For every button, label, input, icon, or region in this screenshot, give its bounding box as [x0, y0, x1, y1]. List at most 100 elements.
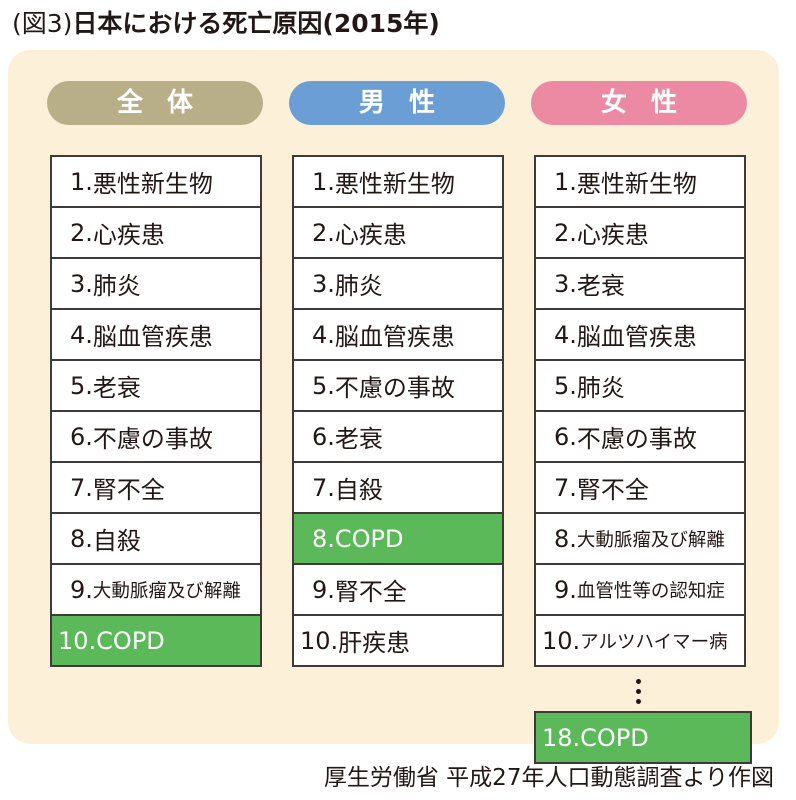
cause-label: 不慮の事故: [334, 374, 455, 402]
rank-number: 10.: [542, 626, 581, 655]
rank-number: 7.: [554, 473, 577, 502]
list-item: 1. 悪性新生物: [536, 157, 744, 206]
cause-label: 心疾患: [92, 221, 165, 249]
chart-panel: 全体 1. 悪性新生物 2. 心疾患 3. 肺炎 4. 脳血管疾患 5. 老衰 6. 不慮の…: [8, 50, 779, 764]
list-item-copd: 10. COPD: [52, 614, 260, 665]
rank-number: 8.: [554, 524, 577, 553]
cause-label: 肝疾患: [338, 629, 411, 657]
cause-label: 肺炎: [92, 272, 141, 300]
cause-label: 脳血管疾患: [92, 323, 213, 351]
list-item: 3. 老衰: [536, 257, 744, 308]
rank-number: 5.: [70, 371, 93, 400]
rank-number: 1.: [554, 167, 577, 196]
rank-number: 7.: [312, 473, 335, 502]
list-item: 2. 心疾患: [294, 206, 502, 257]
rank-number: 7.: [70, 473, 93, 502]
list-item: 9. 大動脈瘤及び解離: [52, 563, 260, 614]
list-item: 6. 不慮の事故: [536, 410, 744, 461]
cause-label: 悪性新生物: [576, 170, 697, 198]
cause-label: 腎不全: [576, 476, 649, 504]
rank-number: 9.: [312, 575, 335, 604]
rank-number: 8.: [312, 524, 335, 553]
cause-label: 悪性新生物: [92, 170, 213, 198]
rank-number: 3.: [70, 269, 93, 298]
cause-label: 自殺: [92, 527, 141, 555]
list-item: 5. 不慮の事故: [294, 359, 502, 410]
rank-number: 1.: [312, 167, 335, 196]
list-item: 1. 悪性新生物: [52, 157, 260, 206]
list-item: 3. 肺炎: [294, 257, 502, 308]
cause-label: 肺炎: [334, 272, 383, 300]
list-item: 9. 血管性等の認知症: [536, 563, 744, 614]
list-item: 8. 自殺: [52, 512, 260, 563]
rank-number: 4.: [554, 320, 577, 349]
list-item: 7. 腎不全: [536, 461, 744, 512]
source-credit: 厚生労働省 平成27年人口動態調査より作図: [323, 765, 774, 791]
list-item: 5. 肺炎: [536, 359, 744, 410]
list-item: 4. 脳血管疾患: [294, 308, 502, 359]
cause-label: 大動脈瘤及び解離: [92, 580, 241, 602]
rank-number: 9.: [554, 575, 577, 604]
cause-label: 腎不全: [334, 578, 407, 606]
cause-label: 自殺: [334, 476, 383, 504]
rank-number: 18.: [542, 723, 581, 752]
rank-number: 6.: [312, 422, 335, 451]
cause-label: 脳血管疾患: [576, 323, 697, 351]
list-item: 6. 老衰: [294, 410, 502, 461]
figure-heading: 日本における死亡原因(2015年): [72, 9, 440, 38]
cause-label: 脳血管疾患: [334, 323, 455, 351]
header-overall: 全体: [47, 81, 263, 125]
list-item-copd: 8. COPD: [294, 512, 502, 563]
rank-number: 2.: [312, 218, 335, 247]
header-female: 女性: [531, 81, 747, 125]
cause-label: 不慮の事故: [92, 425, 213, 453]
rank-number: 5.: [554, 371, 577, 400]
cause-label: 老衰: [92, 374, 141, 402]
figure-number: (図3): [12, 9, 73, 38]
rank-number: 2.: [554, 218, 577, 247]
rank-number: 3.: [312, 269, 335, 298]
cause-label: 腎不全: [92, 476, 165, 504]
rank-number: 5.: [312, 371, 335, 400]
list-item: 7. 腎不全: [52, 461, 260, 512]
list-item: 4. 脳血管疾患: [52, 308, 260, 359]
rank-number: 6.: [70, 422, 93, 451]
cause-label: 悪性新生物: [334, 170, 455, 198]
list-item: 5. 老衰: [52, 359, 260, 410]
rank-number: 4.: [70, 320, 93, 349]
cause-label: アルツハイマー病: [580, 631, 728, 653]
cause-label: COPD: [96, 626, 165, 655]
list-item: 3. 肺炎: [52, 257, 260, 308]
list-item: 8. 大動脈瘤及び解離: [536, 512, 744, 563]
cause-label: COPD: [580, 723, 649, 752]
list-item: 10. 肝疾患: [294, 614, 502, 665]
cause-label: COPD: [334, 524, 404, 553]
list-item: 2. 心疾患: [52, 206, 260, 257]
rank-number: 6.: [554, 422, 577, 451]
rank-number: 4.: [312, 320, 335, 349]
list-item: 6. 不慮の事故: [52, 410, 260, 461]
cause-label: 心疾患: [576, 221, 649, 249]
cause-label: 血管性等の認知症: [576, 580, 725, 602]
cause-label: 老衰: [334, 425, 383, 453]
cause-label: 大動脈瘤及び解離: [576, 529, 725, 551]
rank-number: 8.: [70, 524, 93, 553]
vertical-ellipsis-icon: [636, 679, 642, 709]
list-item: 1. 悪性新生物: [294, 157, 502, 206]
rank-number: 3.: [554, 269, 577, 298]
list-item: 2. 心疾患: [536, 206, 744, 257]
list-item: 10. アルツハイマー病: [536, 614, 744, 665]
rank-number: 1.: [70, 167, 93, 196]
list-item-copd: 18. COPD: [534, 711, 752, 764]
cause-label: 不慮の事故: [576, 425, 697, 453]
ranking-list-overall: 1. 悪性新生物 2. 心疾患 3. 肺炎 4. 脳血管疾患 5. 老衰 6. 不慮の事故 …: [50, 155, 262, 667]
cause-label: 心疾患: [334, 221, 407, 249]
list-item: 9. 腎不全: [294, 563, 502, 614]
ranking-list-female: 1. 悪性新生物 2. 心疾患 3. 老衰 4. 脳血管疾患 5. 肺炎 6. 不慮の事故 …: [534, 155, 746, 667]
cause-label: 老衰: [576, 272, 625, 300]
rank-number: 10.: [300, 626, 339, 655]
rank-number: 2.: [70, 218, 93, 247]
rank-number: 10.: [58, 626, 97, 655]
list-item: 4. 脳血管疾患: [536, 308, 744, 359]
header-male: 男性: [289, 81, 505, 125]
